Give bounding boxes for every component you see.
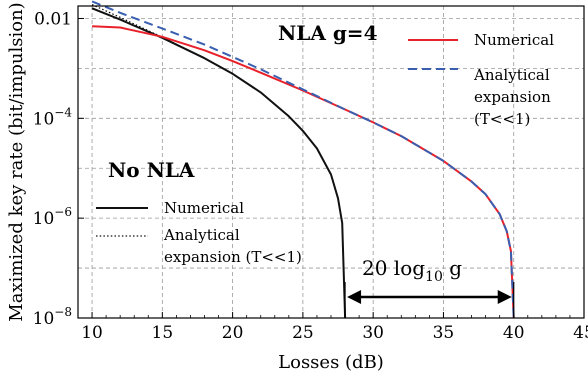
x-tick-label: 15 bbox=[152, 323, 174, 343]
legend-label: Numerical bbox=[164, 199, 244, 217]
x-tick-label: 25 bbox=[292, 323, 314, 343]
legend-label: Analytical bbox=[473, 66, 550, 84]
x-axis-label: Losses (dB) bbox=[278, 352, 384, 373]
x-tick-label: 20 bbox=[222, 323, 244, 343]
legend-label: expansion bbox=[474, 88, 551, 106]
y-tick-label: 10−4 bbox=[33, 105, 73, 129]
annotation-arrow-head-right bbox=[497, 290, 512, 304]
legend-label: Analytical bbox=[163, 226, 240, 244]
legend-label: (T<<1) bbox=[474, 110, 530, 128]
axis-ticks: 10 15 20 25 30 35 40 45 0.01 10−4 10−6 10−8 bbox=[33, 9, 588, 343]
legend-label: expansion (T<<1) bbox=[164, 248, 302, 266]
nla-group-heading: NLA g=4 bbox=[278, 21, 378, 45]
y-tick-label: 0.01 bbox=[34, 9, 72, 29]
difference-annotation: 20 log10 g bbox=[344, 256, 515, 318]
x-tick-label: 45 bbox=[573, 323, 588, 343]
y-tick-label: 10−6 bbox=[33, 205, 72, 229]
legend: Numerical Analytical expansion (T<<1) Numeri… bbox=[96, 31, 554, 266]
no-nla-group-heading: No NLA bbox=[108, 158, 195, 182]
y-tick-label: 10−8 bbox=[33, 305, 72, 329]
annotation-arrow-head-left bbox=[347, 290, 362, 304]
legend-label: Numerical bbox=[474, 31, 554, 49]
x-tick-label: 30 bbox=[362, 323, 384, 343]
y-axis-label: Maximized key rate (bit/impulsion) bbox=[6, 2, 27, 321]
x-tick-label: 10 bbox=[81, 323, 103, 343]
series-line-nla-dashed bbox=[91, 0, 515, 319]
x-tick-label: 35 bbox=[433, 323, 455, 343]
annotation-text: 20 log10 g bbox=[362, 256, 462, 285]
x-tick-label: 40 bbox=[503, 323, 525, 343]
data-curves bbox=[91, 0, 515, 319]
